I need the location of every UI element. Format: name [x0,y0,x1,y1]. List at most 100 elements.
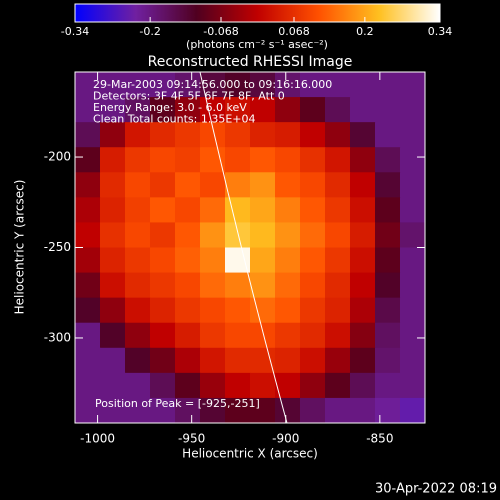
heatmap-cell [200,147,226,173]
heatmap-cell [325,297,351,324]
heatmap-cell [225,172,251,198]
heatmap-cell [400,272,425,299]
y-tick-label: -200 [44,150,71,164]
heatmap-cell [125,347,151,374]
heatmap-cell [200,272,226,299]
heatmap-cell [400,247,425,274]
heatmap-cell [225,397,251,423]
heatmap-cell [75,322,101,349]
heatmap-cell [275,197,301,223]
heatmap-cell [325,172,351,198]
heatmap-cell [200,322,226,349]
heatmap-cell [175,347,201,374]
colorbar-tick-label: -0.068 [203,25,238,38]
heatmap-cell [400,122,425,148]
heatmap-cell [275,297,301,324]
heatmap-cell [250,322,276,349]
heatmap-cell [225,272,251,299]
x-axis-label: Heliocentric X (arcsec) [182,447,318,461]
y-tick-label: -250 [44,240,71,254]
heatmap-cell [400,372,425,399]
heatmap-cell [200,397,226,423]
heatmap-cell [100,197,126,223]
heatmap-cell [350,172,376,198]
heatmap-cell [100,97,126,123]
heatmap-cell [275,97,301,123]
heatmap-cell [300,372,326,399]
heatmap-cell [225,347,251,374]
heatmap-cell [350,222,376,248]
heatmap-cell [100,222,126,248]
heatmap-cell [250,72,276,98]
heatmap-cell [175,197,201,223]
colorbar-tick-label: 0.068 [278,25,310,38]
heatmap-cell [75,222,101,248]
heatmap-cell [350,72,376,98]
heatmap-cell [125,297,151,324]
heatmap-cell [150,397,176,423]
heatmap-cell [175,372,201,399]
heatmap-cell [225,197,251,223]
heatmap-cell [275,222,301,248]
colorbar-tick-label: 0.34 [428,25,453,38]
heatmap-cell [250,172,276,198]
heatmap-cell [300,297,326,324]
heatmap-cell [200,297,226,324]
heatmap-cell [375,122,401,148]
heatmap-cell [300,172,326,198]
annotation: Detectors: 3F 4F 5F 6F 7F 8F, Att 0 [93,90,285,103]
heatmap-cell [350,322,376,349]
heatmap-cell [350,347,376,374]
heatmap-cell [150,72,176,98]
heatmap-cell [400,347,425,374]
heatmap-cell [175,222,201,248]
heatmap-cell [100,347,126,374]
heatmap-cell [125,397,151,423]
heatmap-cell [150,122,176,148]
heatmap-cell [100,372,126,399]
colorbar-tick-label: -0.34 [61,25,89,38]
heatmap-cell [225,297,251,324]
heatmap-cell [75,97,101,123]
heatmap-cell [250,297,276,324]
heatmap-cell [200,222,226,248]
heatmap-cell [325,97,351,123]
heatmap-cell [300,122,326,148]
heatmap-cell [375,297,401,324]
heatmap-cell [400,97,425,123]
heatmap-cell [175,297,201,324]
heatmap-cell [75,172,101,198]
heatmap-cell [225,322,251,349]
heatmap-cell [225,72,251,98]
x-tick-label: -850 [366,432,393,446]
footer-date: 30-Apr-2022 08:19 [375,482,497,497]
heatmap-cell [175,272,201,299]
heatmap-cell [200,197,226,223]
x-tick-label: -900 [272,432,299,446]
heatmap-cell [325,247,351,274]
heatmap-cell [400,222,425,248]
colorbar [74,3,441,23]
heatmap-cell [75,297,101,324]
heatmap-cell [150,247,176,274]
solar-limb [199,72,288,423]
heatmap-cell [400,322,425,349]
colorbar-tick-label: -0.2 [139,25,160,38]
heatmap-cell [325,372,351,399]
heatmap-cell [275,247,301,274]
heatmap-cell [175,122,201,148]
heatmap-cell [350,297,376,324]
heatmap-cell [250,397,276,423]
peak-label: Position of Peak = [-925,-251] [95,397,260,410]
y-axis-label: Heliocentric Y (arcsec) [13,180,27,315]
heatmap-cell [300,397,326,423]
heatmap-cell [125,72,151,98]
heatmap-cell [75,397,101,423]
heatmap-cell [150,97,176,123]
heatmap [75,72,425,423]
heatmap-cell [175,172,201,198]
heatmap-cell [125,272,151,299]
heatmap-cell [150,147,176,173]
heatmap-cell [250,197,276,223]
